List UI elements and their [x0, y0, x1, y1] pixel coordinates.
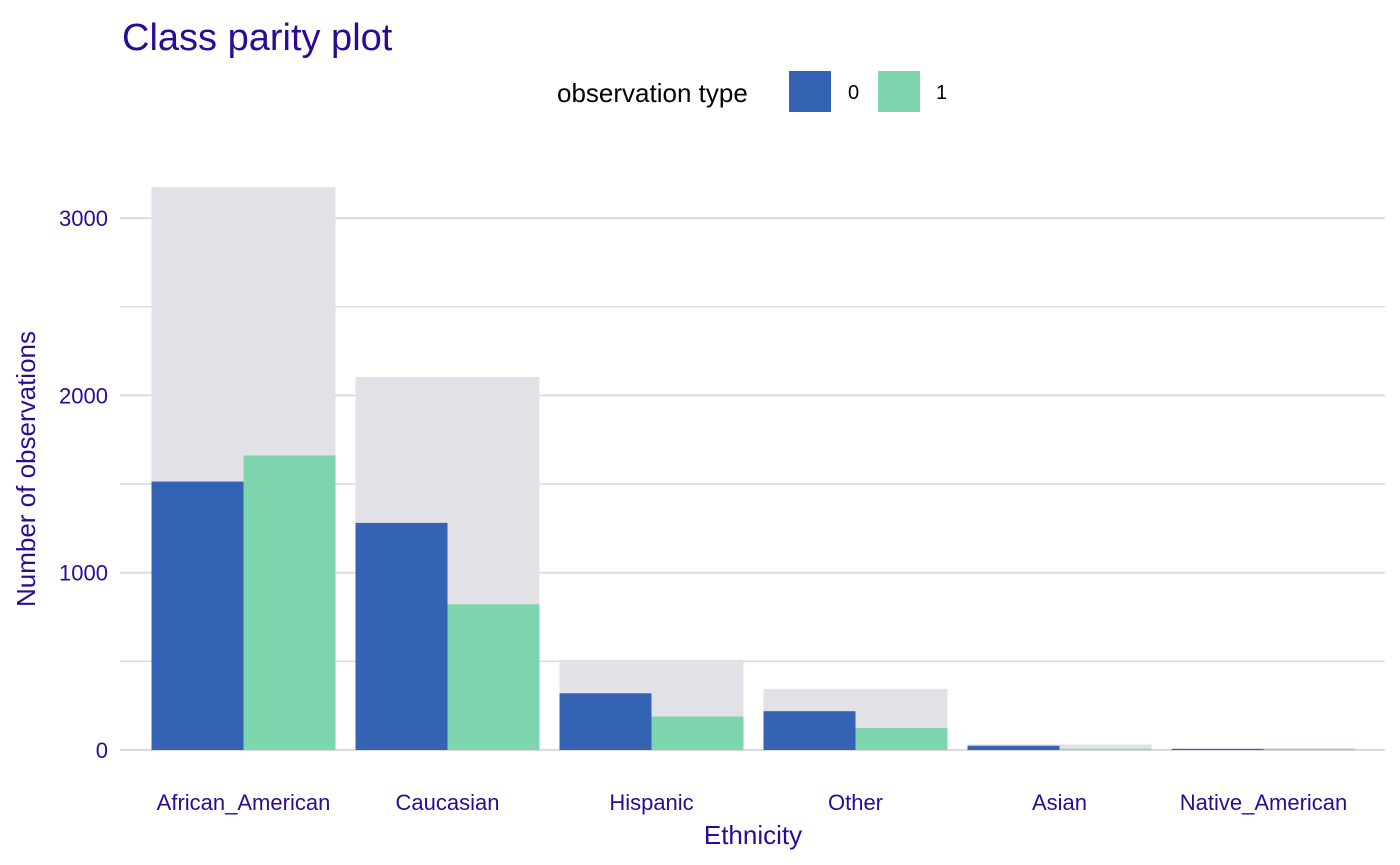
x-tick-label: Other: [828, 790, 883, 815]
bar-series-1: [1059, 748, 1152, 750]
bar-series-1: [651, 716, 744, 750]
bar-series-1: [1263, 749, 1356, 751]
bar-series-0: [355, 522, 448, 750]
chart-title: Class parity plot: [122, 17, 393, 59]
legend: observation type 0 1: [557, 71, 947, 112]
x-tick-label: Hispanic: [609, 790, 693, 815]
x-axis-ticks: African_American Caucasian Hispanic Other As…: [157, 790, 1348, 815]
x-tick-label: Native_American: [1180, 790, 1348, 815]
y-tick-label: 2000: [59, 383, 108, 408]
legend-label-0: 0: [848, 82, 859, 104]
bar-series-0: [1171, 748, 1264, 750]
y-tick-label: 1000: [59, 561, 108, 586]
y-tick-label: 0: [96, 738, 108, 763]
legend-label-1: 1: [936, 82, 947, 104]
legend-swatch-0: [789, 71, 831, 112]
bars: [151, 187, 1356, 751]
y-axis-ticks: 0 1000 2000 3000: [59, 206, 108, 763]
y-axis-label: Number of observations: [11, 331, 41, 607]
x-tick-label: African_American: [157, 790, 331, 815]
bar-series-0: [967, 745, 1060, 750]
bar-series-0: [151, 481, 244, 750]
bar-series-1: [855, 728, 948, 750]
bar-series-0: [763, 711, 856, 750]
x-axis-label: Ethnicity: [704, 820, 802, 850]
bar-series-1: [243, 455, 336, 750]
x-tick-label: Caucasian: [396, 790, 500, 815]
bar-series-0: [559, 693, 652, 750]
y-tick-label: 3000: [59, 206, 108, 231]
x-tick-label: Asian: [1032, 790, 1087, 815]
legend-title: observation type: [557, 78, 748, 108]
legend-swatch-1: [878, 71, 920, 112]
bar-series-1: [447, 604, 540, 750]
